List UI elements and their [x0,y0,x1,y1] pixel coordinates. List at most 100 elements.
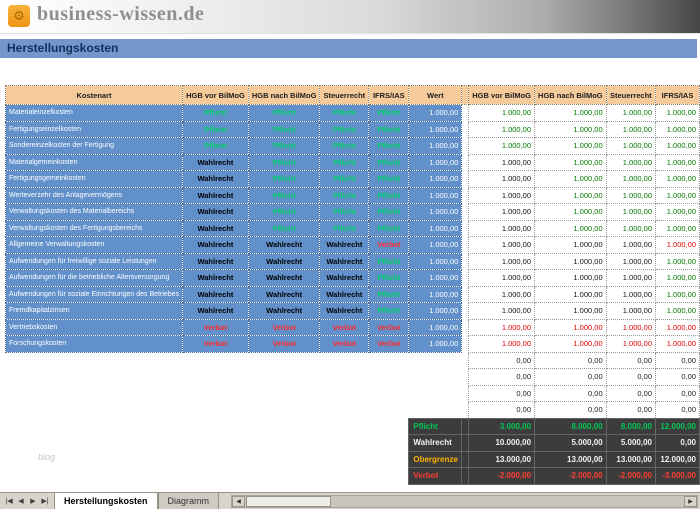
cell-kostenart[interactable]: Verwaltungskosten des Fertigungsbereichs [4,219,184,237]
cell-value[interactable]: 1.000,00 [468,104,536,122]
cell-status[interactable]: Verbot [247,318,321,336]
cell-status[interactable]: Pflicht [319,137,370,155]
cell-value[interactable]: 1.000,00 [468,219,536,237]
cell-zero-value[interactable]: 0,00 [468,384,536,402]
cell-value[interactable]: 1.000,00 [605,252,657,270]
column-header-status-4[interactable]: IFRS/IAS [368,85,410,105]
column-header-value-2[interactable]: HGB nach BilMoG [534,85,607,105]
cell-value[interactable]: 1.000,00 [605,236,657,254]
cell-status[interactable]: Pflicht [319,186,370,204]
cell-value[interactable]: 1.000,00 [468,318,536,336]
cell-value[interactable]: 1.000,00 [655,104,700,122]
cell-status[interactable]: Pflicht [247,203,321,221]
tab-scroll-next-icon[interactable]: ▶ [30,497,36,505]
cell-kostenart[interactable]: Materialgemeinkosten [4,153,184,171]
cell-status[interactable]: Pflicht [247,104,321,122]
cell-kostenart[interactable]: Aufwendungen für die betriebliche Alters… [4,269,184,287]
cell-status[interactable]: Pflicht [368,153,410,171]
cell-status[interactable]: Wahlrecht [182,153,249,171]
cell-status[interactable]: Pflicht [368,120,410,138]
cell-kostenart[interactable]: Allgemeine Verwaltungskosten [4,236,184,254]
cell-zero-value[interactable]: 0,00 [534,351,607,369]
cell-status[interactable]: Pflicht [319,120,370,138]
cell-status[interactable]: Pflicht [319,203,370,221]
cell-kostenart[interactable]: Fremdkapitalzinsen [4,302,184,320]
cell-wert[interactable]: 1.000,00 [408,104,463,122]
cell-kostenart[interactable]: Fertigungsgemeinkosten [4,170,184,188]
summary-label[interactable]: Wahlrecht [408,434,463,452]
summary-value[interactable]: 3.000,00 [468,417,536,435]
cell-zero-value[interactable]: 0,00 [534,401,607,419]
cell-status[interactable]: Pflicht [247,219,321,237]
cell-value[interactable]: 1.000,00 [655,137,700,155]
cell-wert[interactable]: 1.000,00 [408,153,463,171]
summary-value[interactable]: 8.000,00 [534,417,607,435]
cell-wert[interactable]: 1.000,00 [408,236,463,254]
cell-value[interactable]: 1.000,00 [534,335,607,353]
cell-wert[interactable]: 1.000,00 [408,137,463,155]
cell-value[interactable]: 1.000,00 [605,302,657,320]
cell-status[interactable]: Pflicht [247,137,321,155]
cell-status[interactable]: Verbot [368,236,410,254]
column-header-value-4[interactable]: IFRS/IAS [655,85,700,105]
cell-status[interactable]: Wahlrecht [182,285,249,303]
cell-value[interactable]: 1.000,00 [655,335,700,353]
cell-value[interactable]: 1.000,00 [655,170,700,188]
column-header-status-3[interactable]: Steuerrecht [319,85,370,105]
cell-status[interactable]: Pflicht [368,170,410,188]
cell-value[interactable]: 1.000,00 [468,186,536,204]
sheet-tab-herstellungskosten[interactable]: Herstellungskosten [54,493,158,509]
cell-status[interactable]: Pflicht [368,302,410,320]
cell-status[interactable]: Pflicht [319,104,370,122]
cell-value[interactable]: 1.000,00 [605,203,657,221]
summary-label[interactable]: Obergrenze [408,450,463,468]
cell-value[interactable]: 1.000,00 [655,186,700,204]
cell-kostenart[interactable]: Aufwendungen für freiwillige soziale Lei… [4,252,184,270]
cell-kostenart[interactable]: Werteverzehr des Anlagevermögens [4,186,184,204]
cell-value[interactable]: 1.000,00 [605,285,657,303]
sheet-tab-diagramm[interactable]: Diagramm [157,493,220,509]
summary-value[interactable]: 13.000,00 [534,450,607,468]
scroll-left-icon[interactable]: ◀ [232,495,246,507]
cell-zero-value[interactable]: 0,00 [468,351,536,369]
cell-value[interactable]: 1.000,00 [468,120,536,138]
cell-value[interactable]: 1.000,00 [468,170,536,188]
cell-zero-value[interactable]: 0,00 [655,401,700,419]
cell-status[interactable]: Verbot [182,318,249,336]
column-header-status-2[interactable]: HGB nach BilMoG [247,85,321,105]
cell-status[interactable]: Wahlrecht [319,269,370,287]
cell-value[interactable]: 1.000,00 [655,219,700,237]
column-header-value-3[interactable]: Steuerrecht [605,85,657,105]
tab-scroll-prev-icon[interactable]: ◀ [18,497,24,505]
cell-value[interactable]: 1.000,00 [468,137,536,155]
cell-zero-value[interactable]: 0,00 [468,401,536,419]
cell-value[interactable]: 1.000,00 [468,252,536,270]
cell-value[interactable]: 1.000,00 [605,219,657,237]
cell-wert[interactable]: 1.000,00 [408,120,463,138]
cell-status[interactable]: Pflicht [247,153,321,171]
summary-value[interactable]: -3.000,00 [655,467,700,485]
tab-scroll-last-icon[interactable]: ▶| [41,497,49,505]
summary-value[interactable]: 8.000,00 [605,417,657,435]
cell-wert[interactable]: 1.000,00 [408,186,463,204]
cell-status[interactable]: Wahlrecht [182,186,249,204]
cell-kostenart[interactable]: Forschungskosten [4,335,184,353]
cell-status[interactable]: Wahlrecht [182,203,249,221]
cell-status[interactable]: Wahlrecht [247,302,321,320]
cell-value[interactable]: 1.000,00 [468,203,536,221]
cell-zero-value[interactable]: 0,00 [605,384,657,402]
cell-status[interactable]: Pflicht [319,153,370,171]
cell-kostenart[interactable]: Materialeinzelkosten [4,104,184,122]
cell-zero-value[interactable]: 0,00 [655,368,700,386]
cell-status[interactable]: Wahlrecht [247,252,321,270]
cell-value[interactable]: 1.000,00 [468,269,536,287]
cell-status[interactable]: Verbot [368,335,410,353]
cell-status[interactable]: Wahlrecht [319,302,370,320]
cell-value[interactable]: 1.000,00 [534,170,607,188]
cell-wert[interactable]: 1.000,00 [408,219,463,237]
cell-status[interactable]: Wahlrecht [182,269,249,287]
cell-value[interactable]: 1.000,00 [534,219,607,237]
cell-status[interactable]: Wahlrecht [182,170,249,188]
cell-status[interactable]: Pflicht [247,170,321,188]
cell-value[interactable]: 1.000,00 [655,318,700,336]
